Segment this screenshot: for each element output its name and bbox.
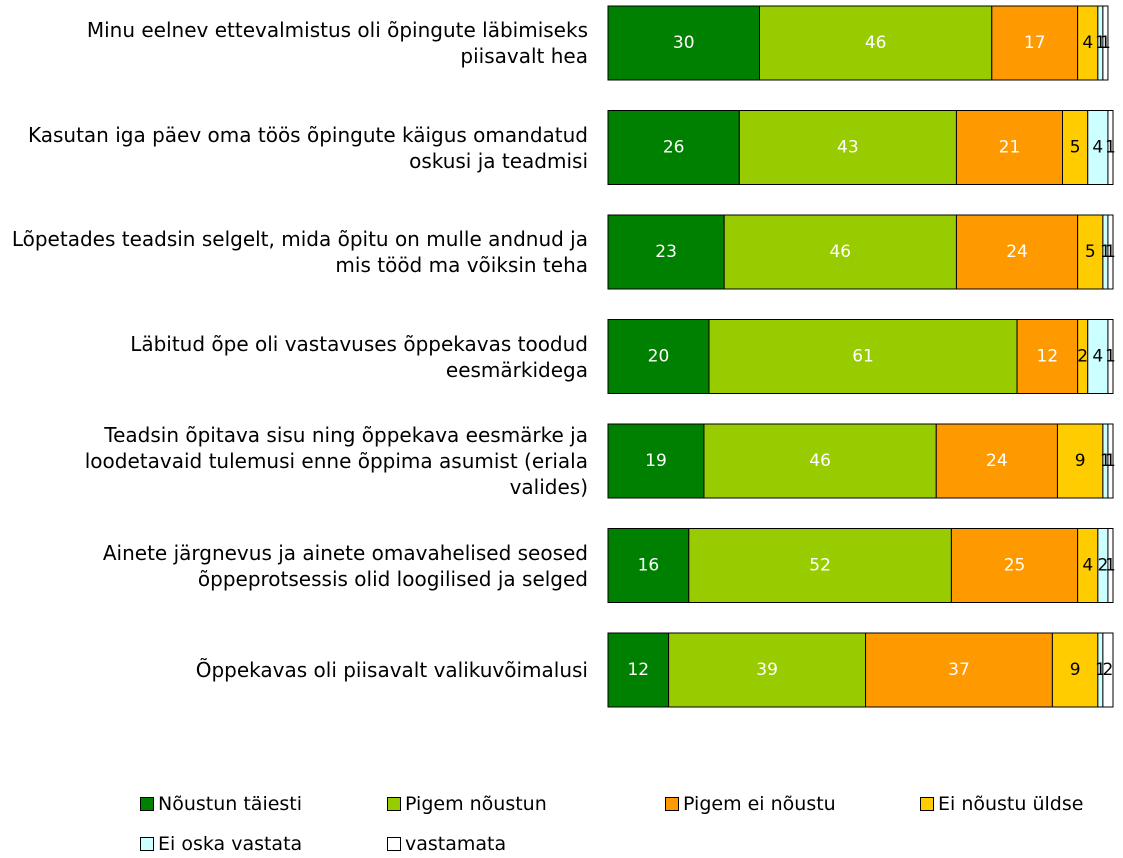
bar-segment: [935, 423, 1058, 499]
category-label: Minu eelnev ettevalmistus oli õpingute l…: [86, 18, 588, 68]
data-label: 5: [1070, 138, 1081, 158]
data-label: 23: [655, 242, 677, 262]
bar-segment: [688, 528, 952, 603]
data-label: 37: [948, 660, 970, 680]
data-label: 46: [809, 451, 831, 471]
legend-swatch: [140, 797, 154, 811]
data-label: 1: [1100, 33, 1111, 53]
data-label: 1: [1105, 451, 1116, 471]
bar-segment: [607, 632, 670, 708]
data-label: 61: [852, 347, 874, 367]
data-label: 1: [1105, 556, 1116, 576]
legend-swatch: [387, 797, 401, 811]
bar-segment: [1107, 214, 1114, 290]
legend-label: Ei oska vastata: [158, 833, 303, 855]
category-label: Teadsin õpitava sisu ning õppekava eesmä…: [84, 423, 588, 499]
data-label: 17: [1024, 33, 1046, 53]
bar-segment: [955, 214, 1079, 290]
bar-segment: [607, 528, 690, 603]
legend-label: Nõustun täiesti: [158, 793, 303, 815]
data-label: 4: [1082, 33, 1093, 53]
category-label: Ainete järgnevus ja ainete omavahelised …: [102, 540, 588, 591]
data-label: 2: [1103, 660, 1114, 680]
legend-item: vastamata: [387, 833, 506, 855]
bar-segment: [1107, 319, 1114, 394]
data-label: 24: [986, 451, 1008, 471]
data-label: 9: [1075, 451, 1086, 471]
legend-swatch: [387, 837, 401, 851]
data-label: 9: [1070, 660, 1081, 680]
category-label: Läbitud õpe oli vastavuses õppekavas too…: [130, 331, 588, 382]
data-label: 1: [1100, 242, 1111, 262]
data-label: 4: [1092, 138, 1103, 158]
bar-segment: [1102, 632, 1114, 708]
bar-segment: [865, 632, 1053, 708]
bar-segment: [1107, 110, 1114, 185]
category-label: Lõpetades teadsin selgelt, mida õpitu on…: [11, 227, 588, 277]
data-label: 20: [648, 347, 670, 367]
bar-segment: [1107, 423, 1114, 499]
bar-segment: [759, 5, 993, 81]
data-label: 1: [1100, 451, 1111, 471]
legend-swatch: [665, 797, 679, 811]
bar-segment: [723, 214, 957, 290]
legend-label: Pigem ei nõustu: [683, 793, 836, 815]
bar-segment: [991, 5, 1079, 81]
data-label: 39: [756, 660, 778, 680]
data-label: 1: [1105, 242, 1116, 262]
data-label: 43: [837, 138, 859, 158]
bar-segment: [950, 528, 1079, 603]
data-label: 24: [1006, 242, 1028, 262]
legend-item: Pigem ei nõustu: [665, 793, 836, 815]
data-label: 26: [663, 138, 685, 158]
legend-label: vastamata: [405, 833, 507, 855]
data-label: 1: [1105, 138, 1116, 158]
data-label: 16: [638, 556, 660, 576]
legend-label: Ei nõustu üldse: [938, 793, 1084, 815]
data-label: 5: [1085, 242, 1096, 262]
data-label: 1: [1095, 660, 1106, 680]
bar-segment: [668, 632, 867, 708]
bar-segment: [607, 214, 725, 290]
legend-item: Nõustun täiesti: [140, 793, 302, 815]
legend-label: Pigem nõustun: [405, 793, 547, 815]
data-label: 4: [1092, 347, 1103, 367]
bar-segment: [607, 5, 760, 81]
data-label: 12: [627, 660, 649, 680]
legend-item: Ei oska vastata: [140, 833, 302, 855]
legend-swatch: [920, 797, 934, 811]
data-label: 21: [999, 138, 1021, 158]
data-label: 2: [1077, 347, 1088, 367]
data-label: 52: [809, 556, 831, 576]
data-label: 4: [1082, 556, 1093, 576]
legend-item: Pigem nõustun: [387, 793, 547, 815]
data-label: 46: [865, 33, 887, 53]
bar-segment: [1051, 632, 1099, 708]
data-label: 1: [1105, 347, 1116, 367]
bar-segment: [708, 319, 1018, 394]
data-label: 2: [1097, 556, 1108, 576]
bar-segment: [1102, 5, 1109, 81]
bar-segment: [1107, 528, 1114, 603]
legend-item: Ei nõustu üldse: [920, 793, 1083, 815]
data-label: 30: [673, 33, 695, 53]
data-label: 25: [1004, 556, 1026, 576]
data-label: 12: [1037, 347, 1059, 367]
bar-segment: [607, 423, 705, 499]
bar-segment: [738, 110, 957, 185]
category-label: Kasutan iga päev oma töös õpingute käigu…: [27, 122, 588, 173]
bar-segment: [1077, 214, 1104, 290]
data-label: 46: [829, 242, 851, 262]
data-label: 1: [1095, 33, 1106, 53]
bar-segment: [703, 423, 937, 499]
category-label: Õppekavas oli piisavalt valikuvõimalusi: [195, 658, 588, 682]
legend-swatch: [140, 837, 154, 851]
data-label: 19: [645, 451, 667, 471]
